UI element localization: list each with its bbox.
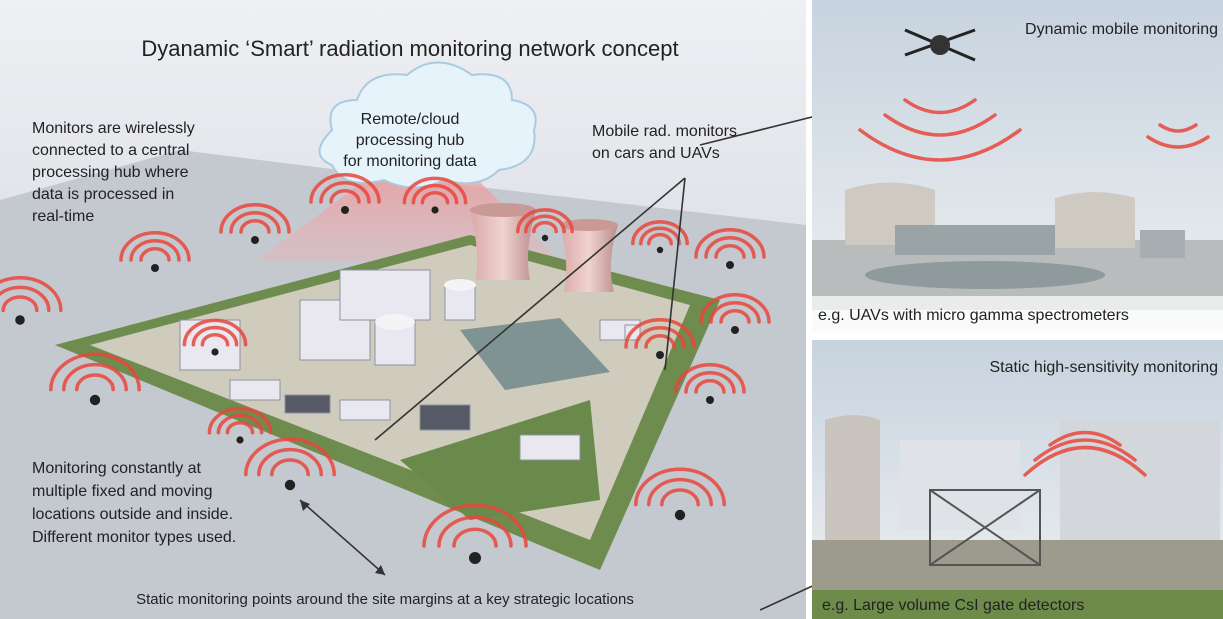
- hub-note: data is processed in: [32, 186, 174, 203]
- cloud-label: for monitoring data: [343, 153, 477, 170]
- panel-caption: e.g. UAVs with micro gamma spectrometers: [818, 307, 1129, 324]
- main-panel: Dyanamic ‘Smart’ radiation monitoring ne…: [0, 0, 880, 619]
- panel-title: Dynamic mobile monitoring: [1025, 21, 1218, 38]
- panel-title: Static high-sensitivity monitoring: [989, 359, 1218, 376]
- hub-note: connected to a central: [32, 142, 189, 159]
- hub-note: real-time: [32, 208, 94, 225]
- mobile-note: Mobile rad. monitors: [592, 123, 737, 140]
- mobile-note: on cars and UAVs: [592, 145, 720, 162]
- static-note: Static monitoring points around the site…: [136, 591, 634, 608]
- hub-note: processing hub where: [32, 164, 189, 181]
- hub-note: Monitors are wirelessly: [32, 120, 195, 137]
- constant-note: locations outside and inside.: [32, 506, 233, 523]
- cloud-label: Remote/cloud: [361, 111, 460, 128]
- cloud-label: processing hub: [356, 132, 465, 149]
- panel-caption: e.g. Large volume CsI gate detectors: [822, 597, 1084, 614]
- panel-mobile: Dynamic mobile monitoring e.g. UAVs with…: [812, 0, 1223, 333]
- constant-note: Monitoring constantly at: [32, 460, 202, 477]
- panel-static: Static high-sensitivity monitoring e.g. …: [812, 340, 1223, 619]
- main-title: Dyanamic ‘Smart’ radiation monitoring ne…: [141, 36, 678, 61]
- constant-note: multiple fixed and moving: [32, 483, 213, 500]
- constant-note: Different monitor types used.: [32, 529, 236, 546]
- scene: Dyanamic ‘Smart’ radiation monitoring ne…: [0, 0, 1223, 619]
